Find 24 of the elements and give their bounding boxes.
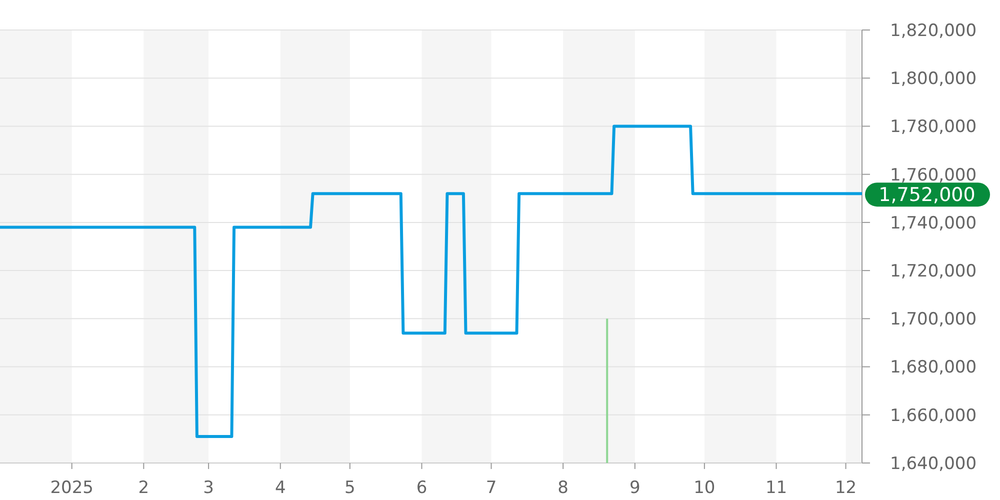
x-tick-label: 10: [694, 478, 716, 498]
x-tick-label: 8: [558, 478, 568, 498]
y-tick-label: 1,720,000: [890, 262, 977, 282]
x-tick-label: 2025: [50, 478, 94, 498]
x-tick-label: 5: [344, 478, 356, 498]
x-tick-label: 9: [630, 478, 640, 498]
x-tick-label: 4: [274, 478, 286, 498]
y-tick-label: 1,640,000: [890, 454, 977, 474]
x-tick-label: 2: [138, 478, 150, 498]
y-tick-label: 1,740,000: [890, 213, 977, 234]
x-tick-label: 7: [486, 478, 497, 498]
x-tick-label: 6: [416, 478, 428, 498]
x-tick-label: 12: [834, 478, 857, 498]
y-tick-label: 1,700,000: [890, 310, 977, 330]
y-tick-label: 1,660,000: [890, 406, 977, 426]
annotation: 1,752,000: [878, 184, 976, 206]
y-tick-label: 1,780,000: [890, 117, 977, 138]
y-tick-label: 1,820,000: [890, 20, 977, 41]
y-tick-label: 1,760,000: [890, 165, 977, 186]
y-tick-label: 1,800,000: [890, 69, 977, 90]
line-series: [0, 124, 864, 438]
x-tick-label: 3: [203, 478, 214, 498]
y-tick-label: 1,680,000: [890, 358, 977, 378]
x-tick-label: 11: [765, 478, 788, 498]
